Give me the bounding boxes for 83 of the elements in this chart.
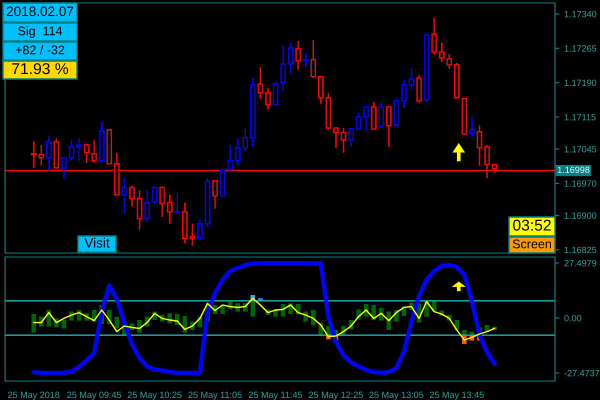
annotation: 2018.02.07 [6,6,74,16]
candlestick [144,190,150,224]
candlestick [122,177,128,214]
candlestick [159,186,165,218]
candlestick [363,105,369,132]
candlestick [378,101,384,129]
y-tick-label: 1.16825 [564,246,596,254]
annotation: Sig 114 [18,26,62,38]
candlestick [408,68,414,90]
candlestick [84,142,90,164]
x-tick-label: 25 May 13:45 [430,392,484,400]
candlestick [212,180,218,210]
candlestick [152,186,158,206]
y-tick-label: 0.00 [564,314,582,322]
x-tick-label: 25 May 12:25 [309,392,363,400]
bar [250,300,256,317]
candlestick [129,184,135,208]
candlestick [174,192,180,214]
y-tick-label: 1.16970 [564,180,596,187]
candlestick [333,127,339,148]
candlestick [166,194,172,224]
candlestick [76,138,82,162]
x-tick-label: 25 May 13:05 [369,392,424,400]
candlestick [356,112,362,131]
y-tick-label: 1.17265 [564,45,596,52]
bar [62,320,66,328]
candlestick [68,139,74,162]
y-tick-label: 1.17045 [564,146,596,152]
line-series [33,298,496,341]
x-tick-label: 25 May 11:05 [188,392,242,400]
candlestick [30,141,36,169]
candlestick [272,80,278,107]
candlestick [318,75,324,104]
x-tick-label: 25 May 11:45 [248,392,302,400]
candlestick [258,66,264,100]
candlestick [190,223,196,246]
candlestick [394,97,400,128]
candlestick [280,45,286,92]
candlestick [446,53,452,70]
candlestick [310,39,316,79]
candlestick [386,105,392,148]
candlestick [348,127,354,148]
candlestick [438,42,444,63]
y-tick-label: 1.17340 [564,10,596,18]
annotation: Visit [84,238,110,248]
annotation: +82 / -32 [16,45,64,54]
bar [114,316,120,328]
y-tick-label: 1.17115 [564,114,596,120]
candlestick [38,144,44,166]
ref-line-label: 1.16998 [558,166,590,174]
candlestick [302,53,308,68]
x-tick-label: 25 May 2018 [8,392,60,400]
bar [484,325,490,332]
candlestick [197,218,203,240]
annotation: 71.93 % [12,63,68,74]
y-tick-label: 1.16900 [564,212,596,219]
candlestick [416,74,422,104]
candlestick [91,139,97,164]
candlestick [265,87,271,110]
bar [31,314,36,333]
annotation: 03:52 [513,220,551,231]
line-series [32,261,497,375]
candlestick [295,40,301,71]
candlestick [431,17,437,56]
y-tick-label: 27.4979 [564,260,596,266]
candlestick [476,125,482,166]
x-tick-label: 25 May 09:45 [67,392,122,400]
candlestick [61,157,67,180]
bar [220,306,225,314]
candlestick [136,190,142,230]
y-tick-label: 1.17190 [564,80,596,86]
candlestick [288,42,294,74]
candlestick [46,136,52,172]
y-tick-label: -27.4737 [564,370,600,376]
candlestick [370,101,376,131]
candlestick [242,128,248,153]
candlestick [340,127,346,154]
x-tick-label: 25 May 10:25 [128,392,182,400]
candlestick [469,116,475,138]
candlestick [401,79,407,109]
candlestick [234,138,240,166]
candlestick [227,144,233,172]
annotation: Screen [512,240,551,248]
